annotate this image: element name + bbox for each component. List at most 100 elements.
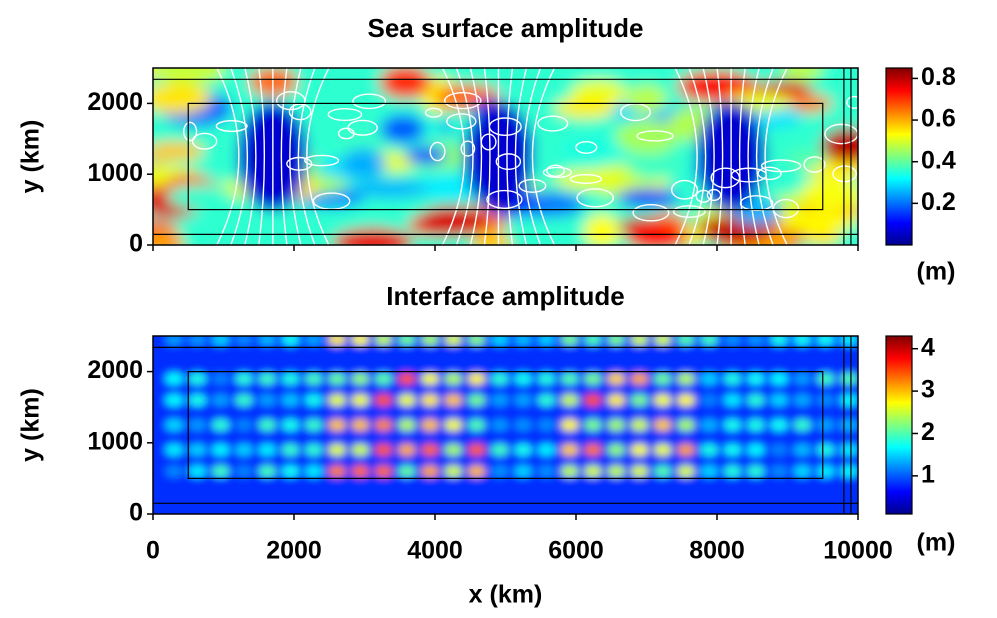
field-blob (514, 394, 533, 407)
contour (280, 68, 288, 245)
field-blob (421, 419, 440, 431)
field-blob (770, 394, 789, 407)
contour (674, 68, 698, 245)
heatmap-blobs (153, 336, 858, 514)
field-blob (258, 443, 277, 456)
field-blob (537, 419, 556, 431)
field-blob (421, 394, 440, 407)
field-blob (626, 146, 683, 180)
x-axis-label: x (km) (469, 581, 543, 609)
field-blob (514, 443, 533, 456)
field-blob (746, 394, 765, 407)
field-blob (444, 443, 463, 456)
field-blob (472, 231, 512, 245)
y-axis-label: y (km) (17, 388, 45, 462)
contour (230, 68, 249, 245)
field-blob (816, 394, 835, 407)
contour (803, 156, 826, 173)
field-blob (816, 443, 835, 456)
field-blob (746, 465, 765, 478)
field-blob (682, 73, 759, 100)
field-blob (554, 97, 617, 119)
contour (702, 68, 715, 245)
colorbar-tick-label: 4 (921, 333, 935, 361)
field-blob (723, 372, 742, 385)
field-blob (700, 394, 719, 407)
field-blob (165, 372, 184, 385)
contour (636, 130, 674, 142)
field-blob (793, 465, 812, 478)
field-blob (560, 372, 579, 385)
field-blob (676, 394, 695, 407)
field-blob (793, 394, 812, 407)
field-blob (583, 419, 602, 431)
contour (632, 203, 670, 222)
field-blob (374, 443, 393, 456)
field-blob (351, 372, 370, 385)
x-tick-label: 6000 (548, 537, 604, 565)
colorbar-tick-label: 3 (921, 376, 935, 404)
field-blob (281, 443, 300, 456)
field-blob (583, 465, 602, 478)
field-blob (444, 465, 463, 478)
field-blob (839, 465, 858, 478)
domain-boxes (153, 336, 858, 514)
colorbar-tick-label: 0.4 (921, 146, 956, 174)
field-blob (630, 443, 649, 456)
field-blob (560, 336, 579, 346)
field-blob (583, 443, 602, 456)
colorbar-unit: (m) (917, 258, 956, 286)
field-blob (784, 147, 827, 169)
field-blob (234, 336, 253, 346)
field-blob (537, 394, 556, 407)
field-blob (514, 372, 533, 385)
contour (183, 121, 198, 142)
contour (772, 198, 800, 219)
y-tick-label: 2000 (87, 356, 143, 384)
field-blob (676, 443, 695, 456)
field-blob (374, 336, 393, 346)
field-blob (700, 372, 719, 385)
field-blob (793, 443, 812, 456)
field-blob (723, 465, 742, 478)
field-blob (770, 336, 789, 346)
field-blob (583, 214, 621, 245)
contour (670, 179, 699, 200)
field-blob (770, 465, 789, 478)
field-blob (537, 336, 556, 346)
field-blob (374, 372, 393, 385)
field-blob (607, 465, 626, 478)
contour (443, 92, 482, 110)
field-blob (514, 465, 533, 478)
field-blob (676, 336, 695, 346)
field-blob (351, 336, 370, 346)
contour (258, 68, 266, 245)
contour (486, 189, 523, 209)
field-blob (630, 465, 649, 478)
panel-title: Sea surface amplitude (368, 13, 644, 43)
field-blob (211, 419, 230, 431)
field-blob (700, 419, 719, 431)
field-blob (165, 419, 184, 431)
contour (531, 68, 556, 245)
field-blob (234, 465, 253, 478)
field-blob (188, 394, 207, 407)
contour (469, 68, 483, 245)
field-blob (816, 465, 835, 478)
field-blob (554, 169, 626, 190)
field-blob (676, 465, 695, 478)
y-axis-label: y (km) (17, 120, 45, 194)
field-blob (353, 179, 429, 199)
field-blob (444, 419, 463, 431)
y-tick-label: 0 (129, 499, 143, 527)
field-blob (799, 177, 858, 210)
contour (455, 68, 474, 245)
contour (738, 68, 746, 245)
contour (569, 173, 603, 184)
contour (688, 68, 707, 245)
colorbar (885, 67, 913, 246)
field-blob (328, 443, 347, 456)
field-blob (397, 443, 416, 456)
field-blob (258, 336, 277, 346)
